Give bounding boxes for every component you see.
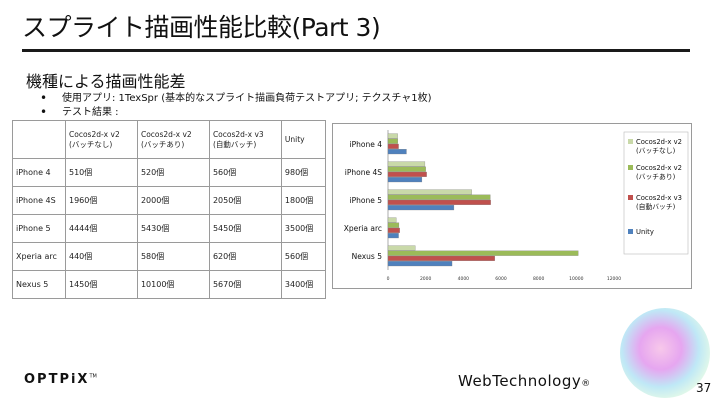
value-cell: 1450個 xyxy=(65,270,138,299)
bar xyxy=(387,194,491,200)
legend-swatch xyxy=(628,165,633,170)
value-cell: 5450個 xyxy=(208,214,282,243)
value-cell: 440個 xyxy=(65,242,138,271)
table-header-cell: Cocos2d-x v2 (バッチあり) xyxy=(136,120,210,159)
value-cell: 10100個 xyxy=(136,270,210,299)
legend-label: (バッチあり) xyxy=(636,173,676,181)
table-header-cell: Unity xyxy=(280,120,327,159)
device-cell: iPhone 5 xyxy=(12,214,66,243)
webtechnology-logo-text: WebTechnology xyxy=(458,372,582,390)
legend-swatch xyxy=(628,229,633,234)
x-tick-label: 4000 xyxy=(458,276,470,282)
value-cell: 2050個 xyxy=(208,186,282,215)
bullet-item: テスト結果 : xyxy=(40,105,432,120)
page-number: 37 xyxy=(696,381,712,395)
table-row: iPhone 4 510個 520個 560個 980個 xyxy=(12,158,327,187)
category-label: iPhone 5 xyxy=(350,196,383,205)
device-cell: iPhone 4S xyxy=(12,186,66,215)
legend-label: Cocos2d-x v3 xyxy=(636,194,682,202)
value-cell: 1960個 xyxy=(65,186,138,215)
bar xyxy=(387,171,427,177)
bar xyxy=(387,245,416,251)
x-tick-label: 10000 xyxy=(569,276,583,282)
bar xyxy=(387,133,398,139)
table-header-row: Cocos2d-x v2 (バッチなし) Cocos2d-x v2 (バッチあり… xyxy=(12,120,327,159)
table-row: Xperia arc 440個 580個 620個 560個 xyxy=(12,242,327,271)
bullet-item: 使用アプリ: 1TexSpr (基本的なスプライト描画負荷テストアプリ; テクス… xyxy=(40,91,432,106)
decorative-flower-graphic xyxy=(620,308,710,398)
x-tick-label: 12000 xyxy=(607,276,621,282)
value-cell: 620個 xyxy=(208,242,282,271)
title-divider xyxy=(22,49,690,52)
x-tick-label: 0 xyxy=(387,276,390,282)
value-cell: 980個 xyxy=(280,158,327,187)
legend-label: Unity xyxy=(636,228,654,236)
bar xyxy=(387,222,400,228)
bar xyxy=(387,233,399,239)
bar xyxy=(387,189,472,195)
chart-frame: 0 2000 4000 6000 8000 10000 12000 iPhone 4 iPhon… xyxy=(332,123,692,289)
bar xyxy=(387,143,399,149)
value-cell: 4444個 xyxy=(65,214,138,243)
value-cell: 3500個 xyxy=(280,214,327,243)
table-row: iPhone 4S 1960個 2000個 2050個 1800個 xyxy=(12,186,327,215)
page-title: スプライト描画性能比較(Part 3) xyxy=(22,13,381,42)
optpix-logo: OPTPiXTM xyxy=(24,372,97,387)
legend-swatch xyxy=(628,139,633,144)
legend-swatch xyxy=(628,195,633,200)
table-row: iPhone 5 4444個 5430個 5450個 3500個 xyxy=(12,214,327,243)
value-cell: 510個 xyxy=(65,158,138,187)
table-header-cell: Cocos2d-x v3 (自動バッチ) xyxy=(208,120,282,159)
bar xyxy=(387,161,426,167)
bar xyxy=(387,177,423,183)
bar xyxy=(387,205,455,211)
registered-mark: ® xyxy=(581,379,591,389)
legend-label: Cocos2d-x v2 xyxy=(636,138,682,146)
x-tick-label: 8000 xyxy=(533,276,545,282)
legend-label: (自動バッチ) xyxy=(636,202,676,211)
legend-label: (バッチなし) xyxy=(636,147,676,155)
bar xyxy=(387,227,400,233)
trademark-mark: TM xyxy=(89,373,97,380)
value-cell: 560個 xyxy=(280,242,327,271)
category-label: Nexus 5 xyxy=(352,252,383,261)
results-table: Cocos2d-x v2 (バッチなし) Cocos2d-x v2 (バッチあり… xyxy=(12,120,327,299)
bar xyxy=(387,138,398,144)
value-cell: 3400個 xyxy=(280,270,327,299)
x-tick-label: 2000 xyxy=(420,276,432,282)
value-cell: 520個 xyxy=(136,158,210,187)
table-row: Nexus 5 1450個 10100個 5670個 3400個 xyxy=(12,270,327,299)
x-tick-label: 6000 xyxy=(495,276,507,282)
bar xyxy=(387,255,495,261)
bullet-list: 使用アプリ: 1TexSpr (基本的なスプライト描画負荷テストアプリ; テクス… xyxy=(40,91,432,120)
value-cell: 1800個 xyxy=(280,186,327,215)
bar xyxy=(387,199,491,205)
category-label: iPhone 4 xyxy=(350,140,383,149)
bar xyxy=(387,261,453,267)
bar xyxy=(387,166,426,172)
webtechnology-logo: WebTechnology® xyxy=(458,372,591,390)
legend-label: Cocos2d-x v2 xyxy=(636,164,682,172)
legend-box xyxy=(623,131,689,255)
device-cell: Xperia arc xyxy=(12,242,66,271)
value-cell: 5670個 xyxy=(208,270,282,299)
value-cell: 580個 xyxy=(136,242,210,271)
value-cell: 560個 xyxy=(208,158,282,187)
bar-chart: 0 2000 4000 6000 8000 10000 12000 iPhone 4 iPhon… xyxy=(344,130,689,282)
value-cell: 2000個 xyxy=(136,186,210,215)
device-cell: Nexus 5 xyxy=(12,270,66,299)
device-cell: iPhone 4 xyxy=(12,158,66,187)
optpix-logo-text: OPTPiX xyxy=(24,372,90,387)
table-header-cell: Cocos2d-x v2 (バッチなし) xyxy=(65,120,138,159)
value-cell: 5430個 xyxy=(136,214,210,243)
category-label: Xperia arc xyxy=(344,224,382,233)
table-header-cell xyxy=(12,120,66,159)
bar xyxy=(387,250,579,256)
bar xyxy=(387,149,407,155)
section-heading: 機種による描画性能差 xyxy=(26,72,186,91)
category-label: iPhone 4S xyxy=(345,168,382,177)
bar xyxy=(387,217,397,223)
